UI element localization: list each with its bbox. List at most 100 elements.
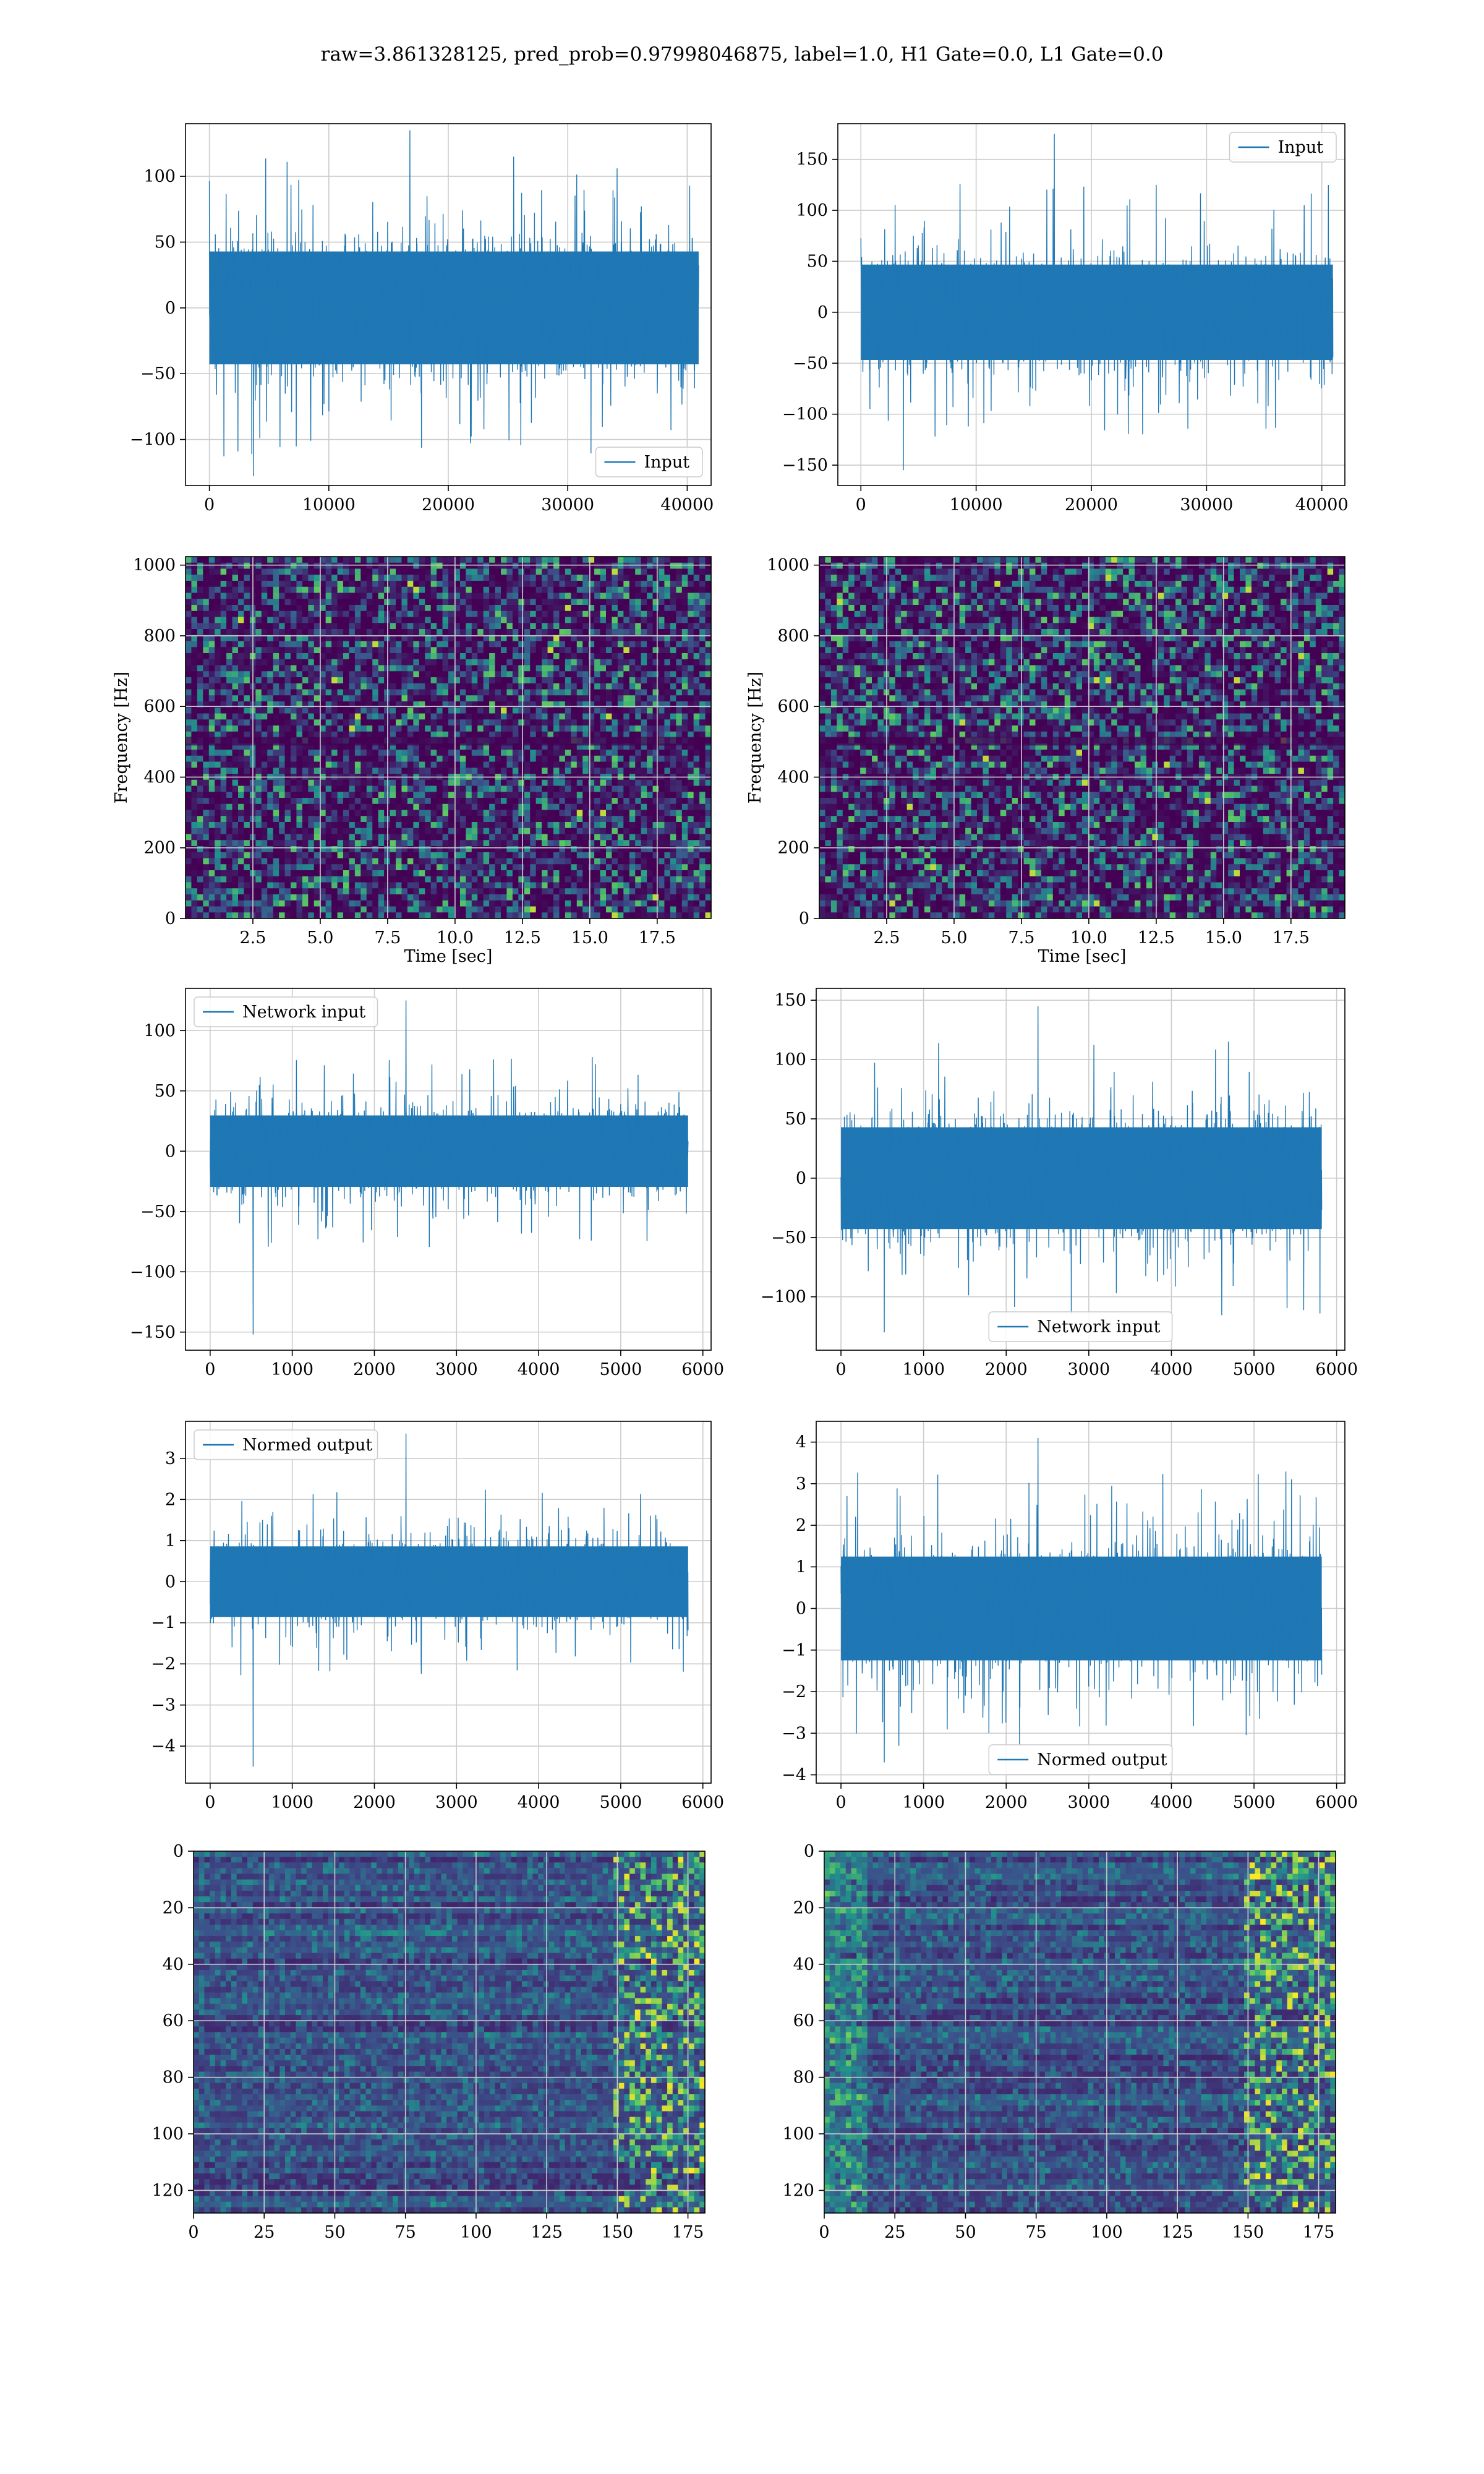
heatmap-cell xyxy=(477,707,484,714)
heatmap-cell xyxy=(664,822,671,829)
heatmap-cell xyxy=(296,726,303,732)
heatmap-cell xyxy=(629,864,636,871)
heatmap-cell xyxy=(670,834,676,841)
heatmap-cell xyxy=(594,689,601,696)
heatmap-cell xyxy=(203,785,210,792)
heatmap-cell xyxy=(617,605,624,612)
heatmap-cell xyxy=(477,701,484,708)
heatmap-cell xyxy=(407,876,414,883)
heatmap-cell xyxy=(291,659,297,666)
heatmap-cell xyxy=(430,719,437,726)
heatmap-cell xyxy=(600,810,607,816)
heatmap-cell xyxy=(647,713,654,720)
heatmap-cell xyxy=(186,665,192,672)
signal-trace xyxy=(208,130,699,477)
heatmap-cell xyxy=(238,750,245,756)
heatmap-cell xyxy=(360,713,367,720)
heatmap-cell xyxy=(273,617,279,623)
heatmap-cell xyxy=(354,822,361,829)
heatmap-cell xyxy=(559,695,566,702)
heatmap-cell xyxy=(442,568,449,575)
heatmap-cell xyxy=(220,593,227,599)
heatmap-cell xyxy=(302,719,309,726)
heatmap-cell xyxy=(215,852,221,859)
heatmap-cell xyxy=(547,779,554,787)
heatmap-cell xyxy=(594,858,601,865)
heatmap-cell xyxy=(220,828,227,835)
heatmap-cell xyxy=(512,834,519,841)
heatmap-cell xyxy=(506,665,513,672)
heatmap-cell xyxy=(588,779,595,787)
heatmap-cell xyxy=(512,617,519,623)
heatmap-cell xyxy=(401,719,408,726)
heatmap-cell xyxy=(320,779,326,787)
heatmap-cell xyxy=(396,803,403,811)
heatmap-cell xyxy=(284,707,291,714)
heatmap-cell xyxy=(396,653,403,660)
heatmap-cell xyxy=(688,798,694,805)
heatmap-cell xyxy=(238,610,245,618)
heatmap-cell xyxy=(454,828,461,835)
heatmap-cell xyxy=(693,610,700,618)
heatmap-cell xyxy=(693,617,700,623)
heatmap-cell xyxy=(530,713,537,720)
heatmap-cell xyxy=(547,876,554,883)
heatmap-cell xyxy=(588,870,595,877)
heatmap-cell xyxy=(448,635,455,642)
heatmap-cell xyxy=(366,568,373,575)
heatmap-cell xyxy=(296,768,303,774)
heatmap-cell xyxy=(430,750,437,756)
heatmap-cell xyxy=(390,852,396,859)
heatmap-cell xyxy=(518,562,525,570)
heatmap-cell xyxy=(279,647,286,654)
heatmap-cell xyxy=(302,641,309,648)
heatmap-cell xyxy=(261,876,268,883)
heatmap-cell xyxy=(238,659,245,666)
heatmap-cell xyxy=(267,750,274,756)
heatmap-cell xyxy=(396,647,403,654)
heatmap-cell xyxy=(518,750,525,756)
heatmap-cell xyxy=(354,707,361,714)
heatmap-cell xyxy=(255,822,262,829)
heatmap-cell xyxy=(623,641,630,648)
heatmap-cell xyxy=(354,750,361,756)
heatmap-cell xyxy=(641,876,647,883)
heatmap-cell xyxy=(582,779,589,787)
heatmap-cell xyxy=(226,671,233,678)
heatmap-cell xyxy=(366,840,373,847)
heatmap-cell xyxy=(518,761,525,768)
heatmap-cell xyxy=(220,785,227,792)
heatmap-cell xyxy=(454,677,461,684)
heatmap-cell xyxy=(273,647,279,654)
heatmap-cell xyxy=(313,647,320,654)
heatmap-cell xyxy=(542,822,548,829)
heatmap-cell xyxy=(471,593,478,599)
heatmap-cell xyxy=(331,593,338,599)
heatmap-cell xyxy=(390,876,396,883)
heatmap-cell xyxy=(559,750,566,756)
heatmap-cell xyxy=(518,798,525,805)
heatmap-cell xyxy=(244,659,250,666)
heatmap-cell xyxy=(186,852,192,859)
heatmap-cell xyxy=(623,840,630,847)
heatmap-cell xyxy=(331,617,338,623)
heatmap-cell xyxy=(186,586,192,594)
heatmap-cell xyxy=(430,659,437,666)
heatmap-cell xyxy=(582,822,589,829)
heatmap-cell xyxy=(524,610,531,618)
heatmap-cell xyxy=(676,659,683,666)
heatmap-cell xyxy=(437,581,443,588)
heatmap-cell xyxy=(320,605,326,612)
heatmap-cell xyxy=(419,647,425,654)
heatmap-cell xyxy=(238,798,245,805)
heatmap-cell xyxy=(617,701,624,708)
heatmap-cell xyxy=(442,593,449,599)
heatmap-cell xyxy=(576,641,583,648)
heatmap-cell xyxy=(372,593,379,599)
heatmap-cell xyxy=(688,623,694,630)
heatmap-cell xyxy=(354,731,361,738)
heatmap-cell xyxy=(291,755,297,763)
heatmap-cell xyxy=(547,816,554,823)
y-tick-label: 100 xyxy=(796,201,828,220)
heatmap-cell xyxy=(203,846,210,853)
